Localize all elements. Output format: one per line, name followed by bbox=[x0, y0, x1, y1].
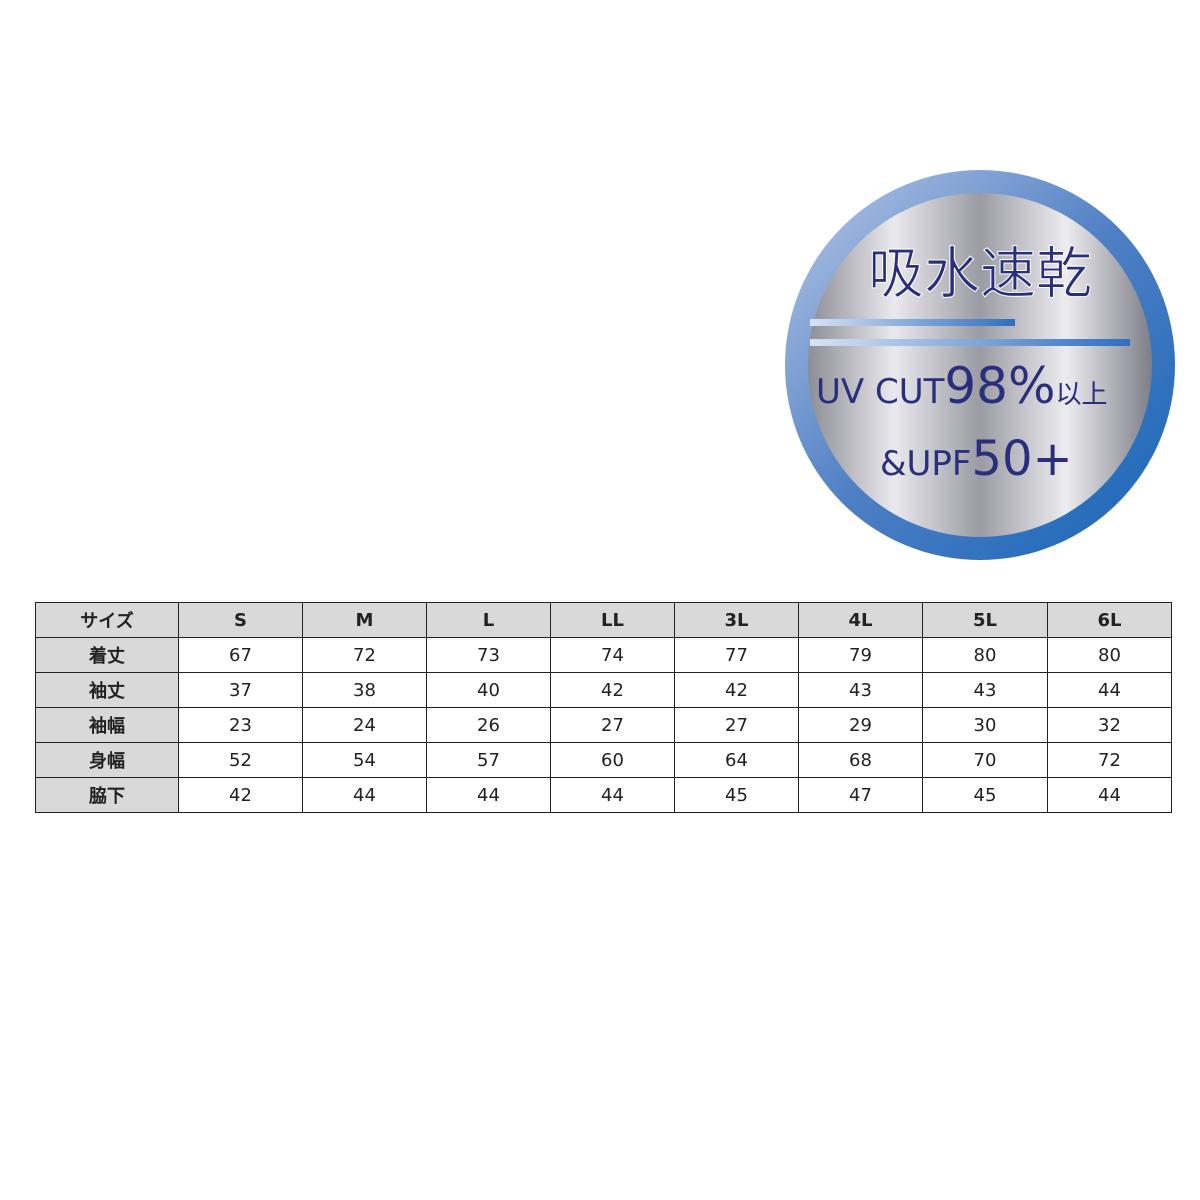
header-cell: 袖幅 bbox=[35, 707, 179, 743]
cell: 80 bbox=[922, 637, 1048, 673]
cell: 45 bbox=[922, 777, 1048, 813]
badge-upf: &UPF50+ bbox=[880, 431, 1073, 487]
cell: 27 bbox=[674, 707, 799, 743]
cell: 80 bbox=[1047, 637, 1172, 673]
cell: 42 bbox=[178, 777, 303, 813]
cell: 44 bbox=[550, 777, 675, 813]
header-cell: LL bbox=[550, 602, 675, 638]
header-row: サイズ S M L LL 3L 4L 5L 6L bbox=[35, 602, 1172, 638]
badge-bar bbox=[810, 339, 1130, 346]
cell: 47 bbox=[798, 777, 923, 813]
header-cell: 身幅 bbox=[35, 742, 179, 778]
cell: 27 bbox=[550, 707, 675, 743]
cell: 32 bbox=[1047, 707, 1172, 743]
header-cell: 5L bbox=[922, 602, 1048, 638]
badge: 吸水速乾 UV CUT98%以上 &UPF50+ bbox=[785, 170, 1175, 560]
cell: 40 bbox=[426, 672, 551, 708]
cell: 24 bbox=[302, 707, 427, 743]
cell: 26 bbox=[426, 707, 551, 743]
header-cell: M bbox=[302, 602, 427, 638]
cell: 60 bbox=[550, 742, 675, 778]
table-row: 袖幅 23 24 26 27 27 29 30 32 bbox=[35, 707, 1172, 743]
cell: 57 bbox=[426, 742, 551, 778]
cell: 70 bbox=[922, 742, 1048, 778]
cell: 73 bbox=[426, 637, 551, 673]
badge-title: 吸水速乾 bbox=[868, 242, 1092, 307]
cell: 43 bbox=[922, 672, 1048, 708]
cell: 42 bbox=[674, 672, 799, 708]
size-table: サイズ S M L LL 3L 4L 5L 6L 着丈 67 72 73 74 77 79 80 80 袖丈 37 38… bbox=[35, 602, 1172, 813]
cell: 45 bbox=[674, 777, 799, 813]
header-cell: 6L bbox=[1047, 602, 1172, 638]
table-row: 袖丈 37 38 40 42 42 43 43 44 bbox=[35, 672, 1172, 708]
header-cell: 4L bbox=[798, 602, 923, 638]
header-cell: 3L bbox=[674, 602, 799, 638]
cell: 72 bbox=[302, 637, 427, 673]
cell: 44 bbox=[1047, 777, 1172, 813]
cell: 79 bbox=[798, 637, 923, 673]
badge-uv: UV CUT98%以上 bbox=[816, 357, 1108, 415]
header-cell: サイズ bbox=[35, 602, 179, 638]
cell: 29 bbox=[798, 707, 923, 743]
header-cell: L bbox=[426, 602, 551, 638]
table-row: 脇下 42 44 44 44 45 47 45 44 bbox=[35, 777, 1172, 813]
cell: 72 bbox=[1047, 742, 1172, 778]
cell: 42 bbox=[550, 672, 675, 708]
cell: 38 bbox=[302, 672, 427, 708]
badge-bar bbox=[810, 319, 1015, 326]
cell: 43 bbox=[798, 672, 923, 708]
cell: 44 bbox=[302, 777, 427, 813]
cell: 54 bbox=[302, 742, 427, 778]
cell: 52 bbox=[178, 742, 303, 778]
cell: 77 bbox=[674, 637, 799, 673]
table-row: 身幅 52 54 57 60 64 68 70 72 bbox=[35, 742, 1172, 778]
cell: 67 bbox=[178, 637, 303, 673]
badge-face bbox=[808, 193, 1152, 537]
cell: 37 bbox=[178, 672, 303, 708]
cell: 30 bbox=[922, 707, 1048, 743]
cell: 44 bbox=[1047, 672, 1172, 708]
cell: 68 bbox=[798, 742, 923, 778]
header-cell: 袖丈 bbox=[35, 672, 179, 708]
cell: 64 bbox=[674, 742, 799, 778]
cell: 44 bbox=[426, 777, 551, 813]
cell: 23 bbox=[178, 707, 303, 743]
table-row: 着丈 67 72 73 74 77 79 80 80 bbox=[35, 637, 1172, 673]
header-cell: 着丈 bbox=[35, 637, 179, 673]
header-cell: S bbox=[178, 602, 303, 638]
header-cell: 脇下 bbox=[35, 777, 179, 813]
cell: 74 bbox=[550, 637, 675, 673]
